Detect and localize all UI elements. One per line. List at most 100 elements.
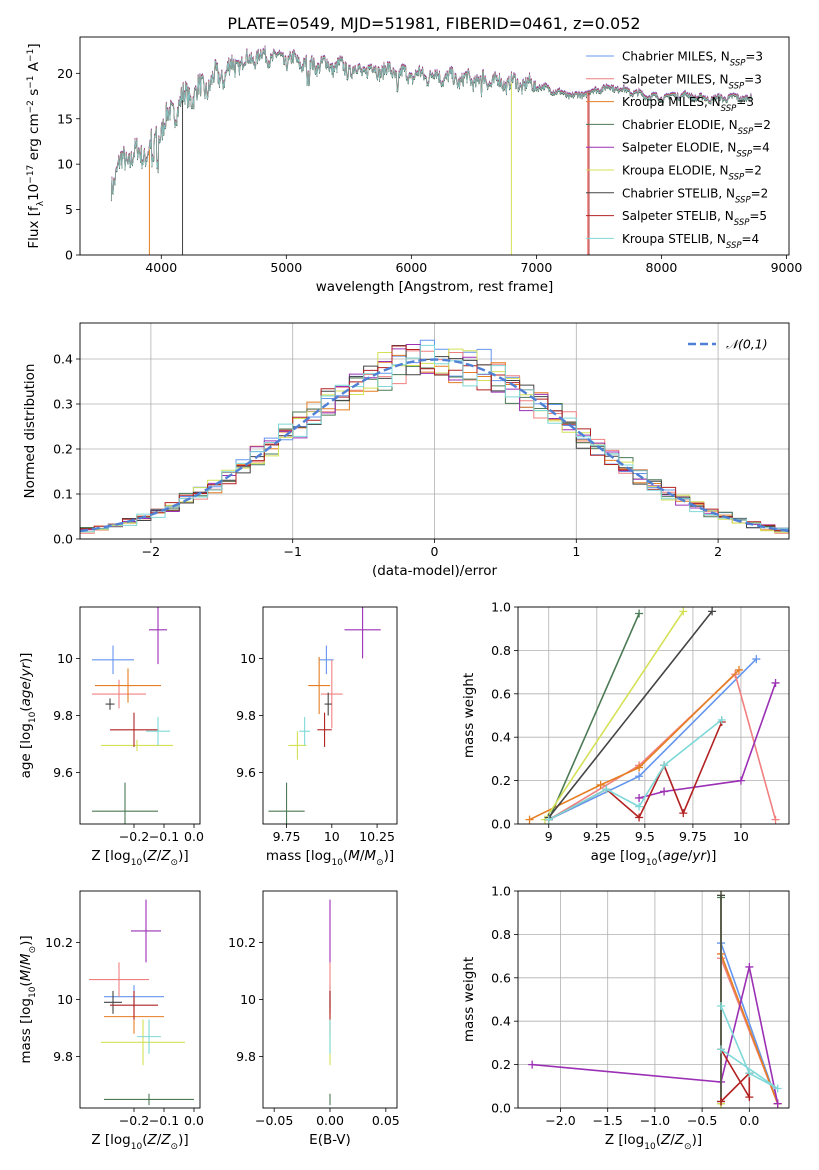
legend-label: Salpeter STELIB, NSSP=5 xyxy=(622,209,767,228)
legend-label: Salpeter ELODIE, NSSP=4 xyxy=(622,141,770,160)
legend-text: Chabrier ELODIE, N xyxy=(622,118,738,132)
y-tick-label: 9.8 xyxy=(53,1049,73,1064)
label-part: wavelength [Angstrom, rest frame] xyxy=(316,279,554,295)
age-vs-z-points xyxy=(92,607,173,824)
label-part: Z xyxy=(660,1132,671,1148)
y-tick-label: 0.8 xyxy=(491,927,511,942)
label-part: / xyxy=(157,1132,162,1148)
label-part: age [log xyxy=(591,848,646,864)
weight-point-marker xyxy=(708,607,717,616)
label-part: −1 xyxy=(26,49,36,62)
legend-label: Salpeter MILES, NSSP=3 xyxy=(622,72,762,91)
legend-label: Chabrier STELIB, NSSP=2 xyxy=(622,186,768,205)
weight-point-marker xyxy=(525,815,534,824)
weight-point-marker xyxy=(660,761,669,770)
weight-point-marker xyxy=(660,787,669,796)
x-tick-label: 2 xyxy=(714,544,722,559)
label-part: −2 xyxy=(26,100,36,113)
age-vs-mass-frame xyxy=(262,606,398,825)
y-tick-label: 0.4 xyxy=(53,352,73,367)
weight-point-marker xyxy=(745,1093,754,1102)
label-part: )] xyxy=(692,1132,703,1148)
weight-series-line xyxy=(638,682,777,799)
x-tick-label: 7000 xyxy=(521,260,553,275)
label-part: )] xyxy=(18,935,34,946)
age-vs-z-axes: −0.2 −0.1 0.0 9.6 9.8 10 xyxy=(53,651,204,844)
legend-count: =5 xyxy=(749,209,767,223)
x-tick-label: −1 xyxy=(283,544,301,559)
histogram-ylabel: Normed distribution xyxy=(22,364,38,499)
label-part: Z [log xyxy=(91,1132,130,1148)
y-tick-label: 10 xyxy=(57,992,73,1007)
y-tick-label: 9.8 xyxy=(53,708,73,723)
label-part: 10 xyxy=(331,858,343,868)
age-vs-mass-axes: 9.75 10 10.25 9.6 9.8 10 xyxy=(236,651,395,844)
y-tick-label: 9.8 xyxy=(236,1049,256,1064)
age-vs-mass-points xyxy=(268,607,381,824)
y-tick-label: 10.2 xyxy=(228,935,256,950)
y-tick-label: 0.2 xyxy=(491,1057,511,1072)
legend-subscript: SSP xyxy=(738,127,754,137)
label-part: erg cm xyxy=(26,113,42,164)
legend-text: Kroupa ELODIE, N xyxy=(622,164,729,178)
weight-point-marker xyxy=(717,715,726,724)
legend-count: =3 xyxy=(736,95,754,109)
x-tick-label: 6000 xyxy=(395,260,427,275)
y-tick-label: 0.8 xyxy=(491,643,511,658)
histogram-xlabel: (data-model)/error xyxy=(372,563,498,579)
x-tick-label: −0.05 xyxy=(255,1113,293,1128)
histogram-series xyxy=(80,344,789,535)
spectrum-lines xyxy=(110,45,752,255)
label-part: age [log xyxy=(18,723,34,778)
spectrum-legend: Chabrier MILES, NSSP=3 Salpeter MILES, NS… xyxy=(586,50,771,251)
legend-label: Chabrier MILES, NSSP=3 xyxy=(622,50,763,69)
x-tick-label: −0.5 xyxy=(687,1113,717,1128)
y-tick-label: 0.0 xyxy=(53,532,73,547)
weight-point-marker xyxy=(717,1045,726,1054)
y-tick-label: 0.2 xyxy=(53,442,73,457)
label-part: Z xyxy=(160,1132,171,1148)
label-part: 10 xyxy=(131,858,143,868)
x-tick-label: 5000 xyxy=(270,260,302,275)
label-part: 10 xyxy=(26,184,42,201)
label-part: / xyxy=(18,965,34,970)
legend-count: =3 xyxy=(744,72,762,86)
legend-text: Salpeter STELIB, N xyxy=(622,209,734,223)
y-tick-label: 0.6 xyxy=(491,970,511,985)
weight-point-marker xyxy=(679,607,688,616)
x-tick-label: 0.0 xyxy=(739,1113,759,1128)
label-part: −17 xyxy=(26,165,36,184)
x-tick-label: 10.25 xyxy=(359,829,395,844)
weight-point-marker xyxy=(635,802,644,811)
label-part: A xyxy=(26,61,42,75)
label-part: Z xyxy=(146,848,157,864)
label-part: / xyxy=(670,1132,675,1148)
label-part: 10 xyxy=(131,1142,143,1152)
weight-vs-age-xlabel: age [log10(age/yr)] xyxy=(591,848,717,868)
histogram-axes: −2 −1 0 1 2 0.0 0.1 0.2 0.3 0.4 xyxy=(53,323,789,559)
weight-point-marker xyxy=(752,655,761,664)
legend-count: =2 xyxy=(753,118,771,132)
spectrum-frame xyxy=(79,36,790,256)
weight-series-line xyxy=(720,1048,751,1103)
weight-point-marker xyxy=(596,780,605,789)
legend-subscript: SSP xyxy=(734,218,750,228)
label-part: 10 xyxy=(644,1142,656,1152)
x-tick-label: 8000 xyxy=(646,260,678,275)
label-part: ] xyxy=(26,43,42,48)
weight-point-marker xyxy=(635,793,644,802)
histogram-frame xyxy=(79,322,790,540)
label-part: ( xyxy=(343,848,348,864)
weight-point-marker xyxy=(635,772,644,781)
label-part: / xyxy=(360,848,365,864)
label-part: age xyxy=(18,681,34,706)
label-part: 10 xyxy=(646,858,658,868)
spectrum-axes: 4000 5000 6000 7000 8000 9000 0 5 10 15 20 xyxy=(57,66,802,275)
legend-subscript: SSP xyxy=(736,150,752,160)
y-tick-label: 1.0 xyxy=(491,884,511,899)
legend-subscript: SSP xyxy=(726,241,742,251)
weight-point-marker xyxy=(528,1060,537,1069)
label-part: ⊙ xyxy=(376,858,384,868)
weight-series-line xyxy=(720,953,779,1104)
weight-point-marker xyxy=(717,1097,726,1106)
